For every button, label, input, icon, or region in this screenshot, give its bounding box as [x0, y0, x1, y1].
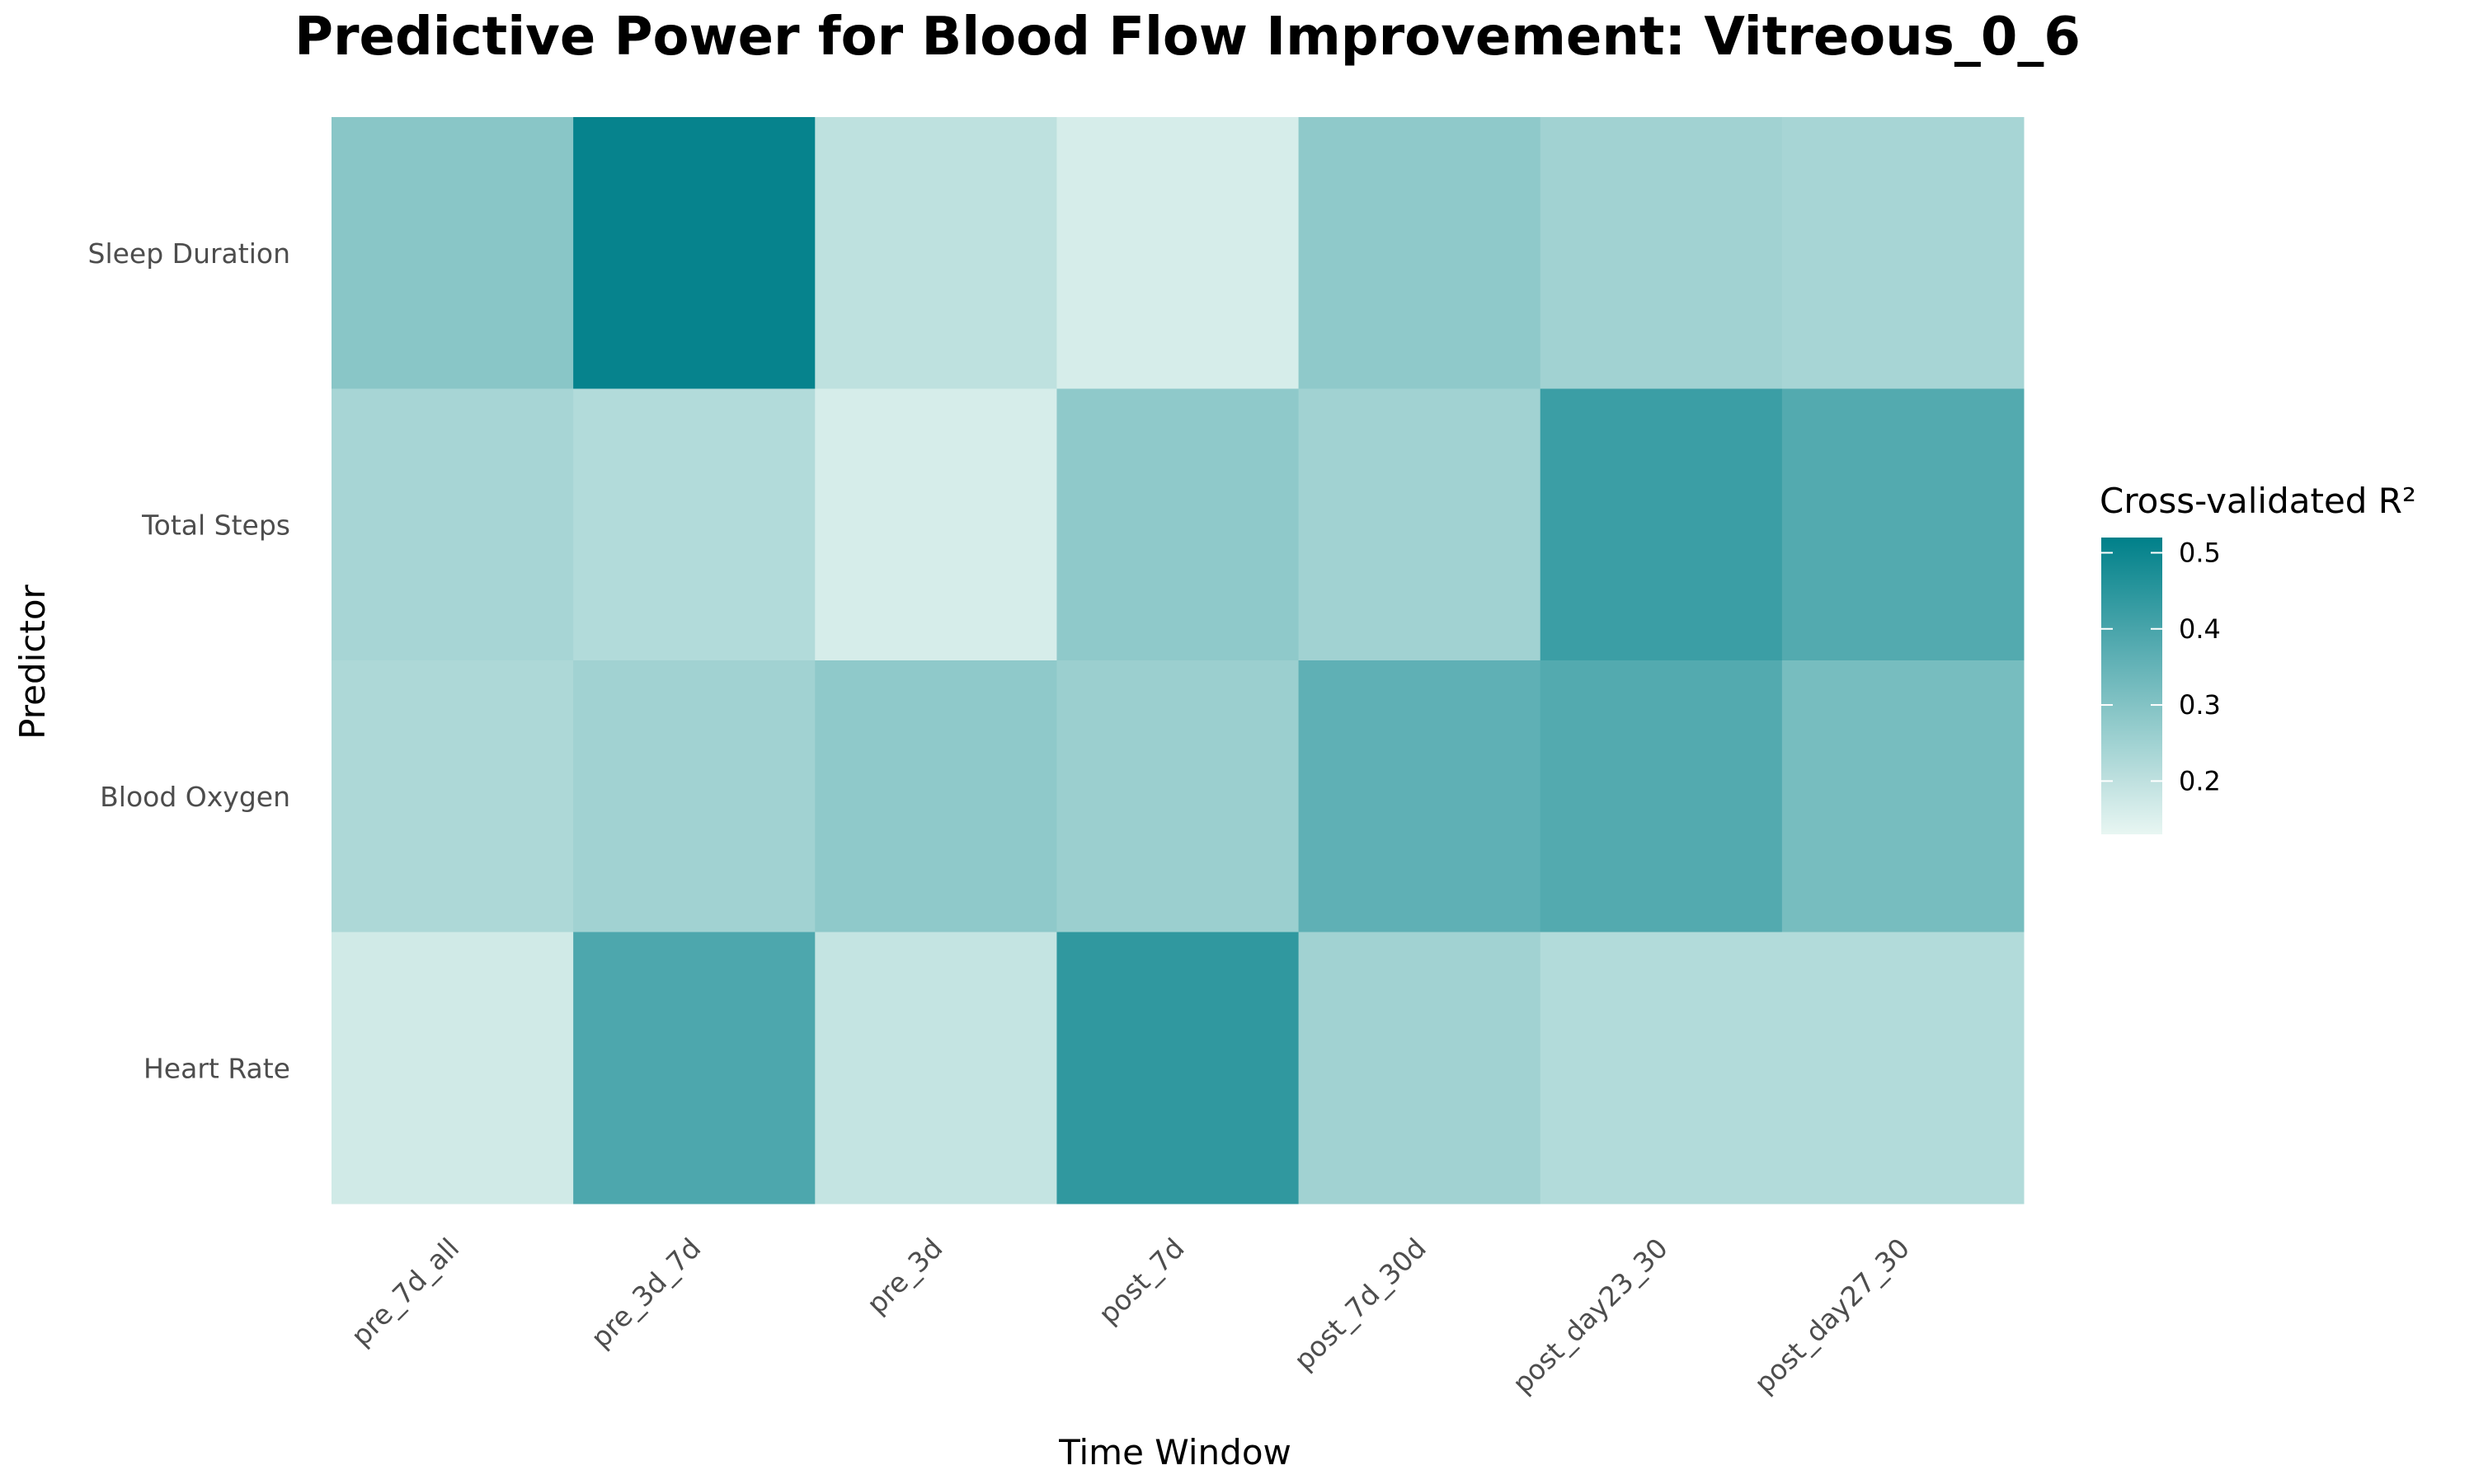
- heatmap-cell: [332, 388, 574, 661]
- heatmap-cell: [1781, 388, 2025, 661]
- heatmap-cell: [332, 932, 574, 1205]
- heatmap-cell: [1056, 660, 1300, 932]
- color-legend: Cross-validated R² 0.2 0.3 0.4 0.5: [2100, 481, 2416, 834]
- legend-tick-label: 0.4: [2179, 613, 2221, 645]
- legend-tick-label: 0.5: [2179, 537, 2221, 568]
- legend-title: Cross-validated R²: [2100, 481, 2416, 521]
- y-tick-label: Total Steps: [141, 509, 290, 541]
- x-axis-title: Time Window: [1058, 1432, 1291, 1472]
- heatmap-cell: [573, 932, 816, 1205]
- heatmap-cell: [1298, 117, 1541, 389]
- x-tick-label: pre_7d_all: [345, 1232, 465, 1352]
- heatmap-cell: [1056, 117, 1300, 389]
- x-tick-label: post_7d: [1092, 1232, 1190, 1330]
- heatmap-cell: [1056, 388, 1300, 661]
- heatmap-cell: [1781, 117, 2025, 389]
- y-tick-label: Heart Rate: [143, 1052, 290, 1084]
- x-tick-label: post_day23_30: [1506, 1232, 1674, 1400]
- heatmap-cell: [1540, 660, 1783, 932]
- y-axis-title: Predictor: [12, 584, 53, 739]
- heatmap-cell: [1298, 932, 1541, 1205]
- heatmap-cell: [573, 117, 816, 389]
- legend-ticks: 0.2 0.3 0.4 0.5: [2101, 537, 2221, 796]
- x-tick-label: post_day27_30: [1747, 1232, 1916, 1400]
- heatmap-cell: [573, 388, 816, 661]
- heatmap-cells: [332, 117, 2025, 1205]
- x-tick-label: pre_3d_7d: [585, 1232, 707, 1354]
- heatmap-cell: [1781, 660, 2025, 932]
- heatmap-cell: [1298, 388, 1541, 661]
- heatmap-cell: [332, 660, 574, 932]
- legend-tick-label: 0.3: [2179, 689, 2221, 721]
- heatmap-cell: [815, 660, 1057, 932]
- heatmap-cell: [1540, 388, 1783, 661]
- heatmap-cell: [815, 932, 1057, 1205]
- y-tick-label: Sleep Duration: [88, 237, 291, 270]
- y-tick-label: Blood Oxygen: [100, 781, 290, 813]
- heatmap-cell: [815, 388, 1057, 661]
- legend-colorbar: [2101, 538, 2162, 834]
- x-axis-ticks: pre_7d_all pre_3d_7d pre_3d post_7d post_7d_…: [345, 1232, 1916, 1400]
- heatmap-cell: [815, 117, 1057, 389]
- heatmap-cell: [1781, 932, 2025, 1205]
- heatmap-cell: [1298, 660, 1541, 932]
- heatmap-cell: [1540, 117, 1783, 389]
- legend-tick-label: 0.2: [2179, 765, 2221, 796]
- heatmap-cell: [332, 117, 574, 389]
- chart-title: Predictive Power for Blood Flow Improvem…: [294, 7, 2081, 68]
- heatmap-cell: [1056, 932, 1300, 1205]
- x-tick-label: post_7d_30d: [1287, 1232, 1432, 1376]
- x-tick-label: pre_3d: [860, 1232, 948, 1320]
- heatmap-cell: [573, 660, 816, 932]
- heatmap-cell: [1540, 932, 1783, 1205]
- y-axis-ticks: Sleep Duration Total Steps Blood Oxygen Hea…: [88, 237, 291, 1085]
